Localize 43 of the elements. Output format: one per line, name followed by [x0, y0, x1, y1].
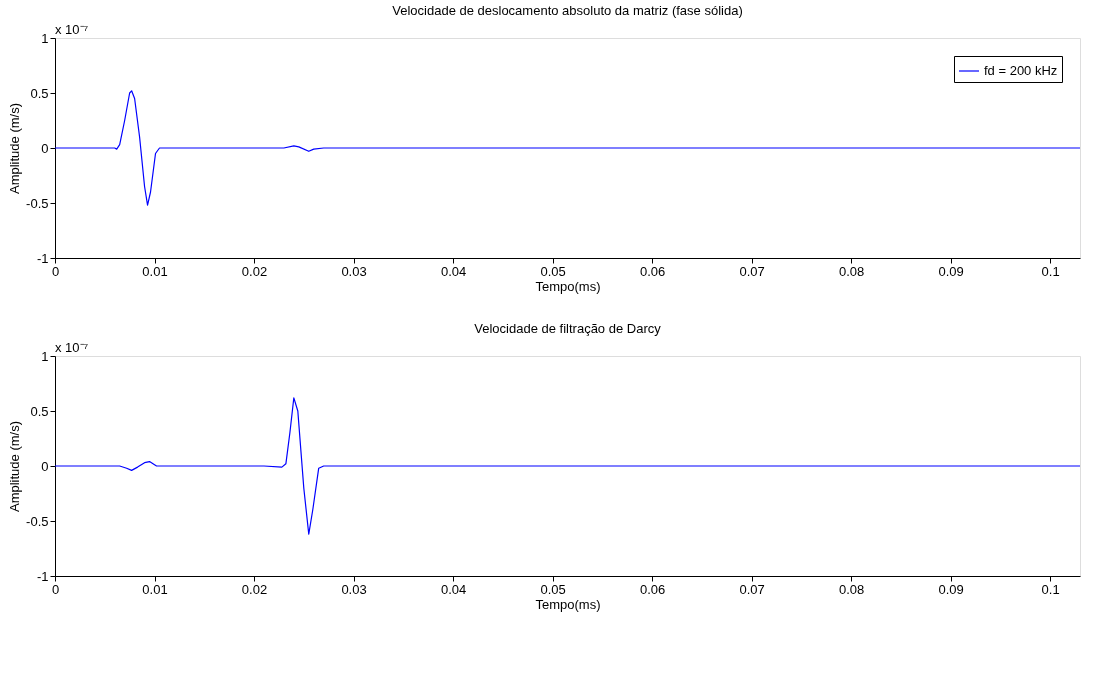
text: x 10⁻⁷: [55, 340, 89, 355]
y-axis-title: Amplitude (m/s): [7, 420, 23, 513]
x-tick-label: 0.05: [540, 581, 566, 597]
x-tick-label: 0: [51, 263, 60, 279]
x-tick-label: 0.08: [838, 581, 865, 597]
x-tick-label: 0.06: [639, 263, 666, 279]
x-axis-title: Tempo(ms): [535, 596, 601, 612]
x-tick-label: 0.04: [440, 581, 467, 597]
x-tick-label: 0.01: [142, 263, 168, 279]
x-tick-label: 0.09: [938, 263, 964, 279]
y-tick-label: 1: [41, 348, 49, 364]
chart-title: Velocidade de deslocamento absoluto da matriz (fase sólida): [392, 3, 743, 18]
y-tick-label: -1: [36, 250, 49, 266]
x-tick-label: 0.08: [838, 263, 865, 279]
x-tick-label: 0.02: [241, 581, 268, 597]
y-tick-label: 1: [41, 30, 49, 46]
x-axis-title: Tempo(ms): [535, 278, 601, 294]
x-tick-label: 0.03: [341, 263, 367, 279]
x-tick-label: 0.07: [739, 581, 765, 597]
x-tick-label: 0.01: [142, 581, 168, 597]
x-tick-label: 0.04: [440, 263, 467, 279]
y-tick-label: -0.5: [26, 195, 49, 211]
x-tick-label: 0.05: [540, 263, 566, 279]
x-tick-label: 0.03: [341, 581, 367, 597]
line-series: [54, 397, 1081, 535]
line-series: [54, 90, 1081, 206]
text: x 10⁻⁷: [55, 22, 89, 37]
y-tick-label: 0.5: [30, 403, 49, 419]
x-tick-label: 0.1: [1041, 263, 1060, 279]
x-tick-label: 0.06: [639, 581, 666, 597]
y-tick-label: 0: [41, 458, 49, 474]
chart-title: Velocidade de filtração de Darcy: [474, 321, 662, 336]
x-tick-label: 0: [51, 581, 60, 597]
y-axis-title: Amplitude (m/s): [7, 102, 23, 195]
y-tick-label: -0.5: [26, 513, 49, 529]
x-tick-label: 0.1: [1041, 581, 1060, 597]
y-tick-label: 0.5: [30, 85, 49, 101]
x-tick-label: 0.09: [938, 581, 964, 597]
x-tick-label: 0.02: [241, 263, 268, 279]
y-tick-label: -1: [36, 568, 49, 584]
legend-label: fd = 200 kHz: [984, 63, 1058, 78]
y-tick-label: 0: [41, 140, 49, 156]
x-tick-label: 0.07: [739, 263, 765, 279]
